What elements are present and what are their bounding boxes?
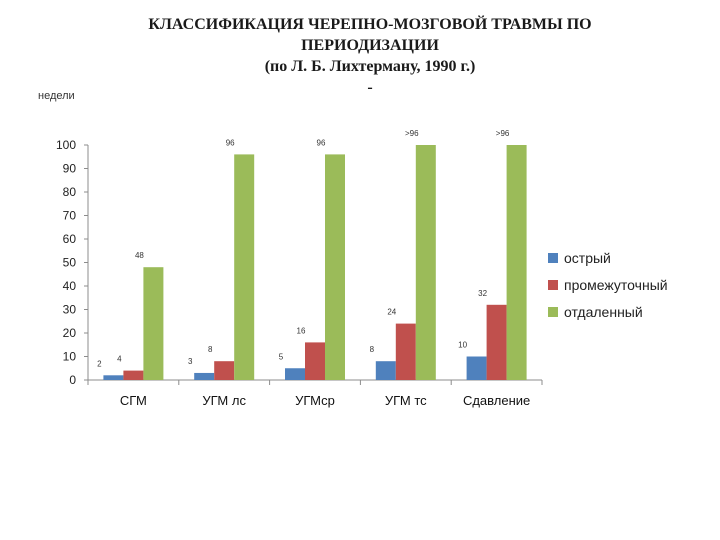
title-line-4: -	[367, 79, 373, 96]
legend-label-acute: острый	[564, 249, 611, 266]
x-category-label: УГМ лс	[202, 393, 246, 408]
data-label: 96	[317, 138, 326, 147]
bar	[103, 375, 124, 380]
title-line-1: КЛАССИФИКАЦИЯ ЧЕРЕПНО-МОЗГОВОЙ ТРАВМЫ ПО	[148, 16, 592, 33]
x-category-label: Сдавление	[463, 393, 530, 408]
y-tick-label: 100	[56, 138, 76, 152]
y-axis-label: недели	[38, 90, 75, 102]
bar	[325, 154, 345, 380]
bar	[486, 304, 507, 380]
legend-item-remote: отдаленный	[548, 298, 668, 325]
legend-swatch-acute	[548, 252, 558, 263]
data-label: 96	[226, 138, 235, 147]
data-label: 5	[279, 352, 284, 361]
x-category-label: СГМ	[120, 393, 147, 408]
data-label: >96	[496, 129, 510, 138]
x-category-label: УГМср	[295, 393, 335, 408]
bar	[234, 154, 255, 380]
data-label: >96	[405, 129, 419, 138]
title-line-2: ПЕРИОДИЗАЦИИ	[301, 37, 439, 54]
bar	[305, 342, 325, 380]
data-label: 32	[478, 289, 487, 298]
legend-label-intermediate: промежуточный	[564, 276, 668, 293]
bar	[143, 267, 164, 380]
data-label: 10	[458, 341, 467, 350]
data-label: 8	[370, 345, 375, 354]
legend-item-acute: острый	[548, 244, 668, 271]
y-tick-label: 40	[63, 279, 77, 293]
bar	[123, 370, 144, 380]
legend-label-remote: отдаленный	[564, 303, 643, 320]
data-label: 3	[188, 357, 193, 366]
chart-title: КЛАССИФИКАЦИЯ ЧЕРЕПНО-МОЗГОВОЙ ТРАВМЫ ПО…	[60, 14, 680, 98]
data-label: 16	[297, 326, 306, 335]
bar	[506, 145, 527, 380]
y-tick-label: 50	[63, 256, 77, 270]
legend-item-intermediate: промежуточный	[548, 271, 668, 298]
bar	[194, 372, 215, 380]
y-tick-label: 70	[63, 209, 77, 223]
bar	[285, 368, 305, 380]
data-label: 2	[97, 359, 102, 368]
bar	[395, 323, 416, 380]
y-tick-label: 30	[63, 303, 77, 317]
y-tick-label: 90	[63, 162, 77, 176]
title-line-3: (по Л. Б. Лихтерману, 1990 г.)	[264, 58, 476, 75]
data-label: 24	[387, 308, 396, 317]
data-label: 8	[208, 345, 213, 354]
x-category-label: УГМ тс	[385, 393, 427, 408]
bar	[214, 361, 235, 380]
y-tick-label: 80	[63, 185, 77, 199]
y-tick-label: 10	[63, 350, 77, 364]
legend-swatch-remote	[548, 306, 558, 317]
bar	[466, 356, 487, 380]
y-tick-label: 60	[63, 232, 77, 246]
y-tick-label: 20	[63, 326, 77, 340]
data-label: 4	[117, 355, 122, 364]
chart-legend: острый промежуточный отдаленный	[548, 244, 668, 325]
data-label: 48	[135, 251, 144, 260]
y-tick-label: 0	[69, 373, 76, 387]
bar	[375, 361, 396, 380]
bar	[415, 145, 436, 380]
legend-swatch-intermediate	[548, 279, 558, 290]
